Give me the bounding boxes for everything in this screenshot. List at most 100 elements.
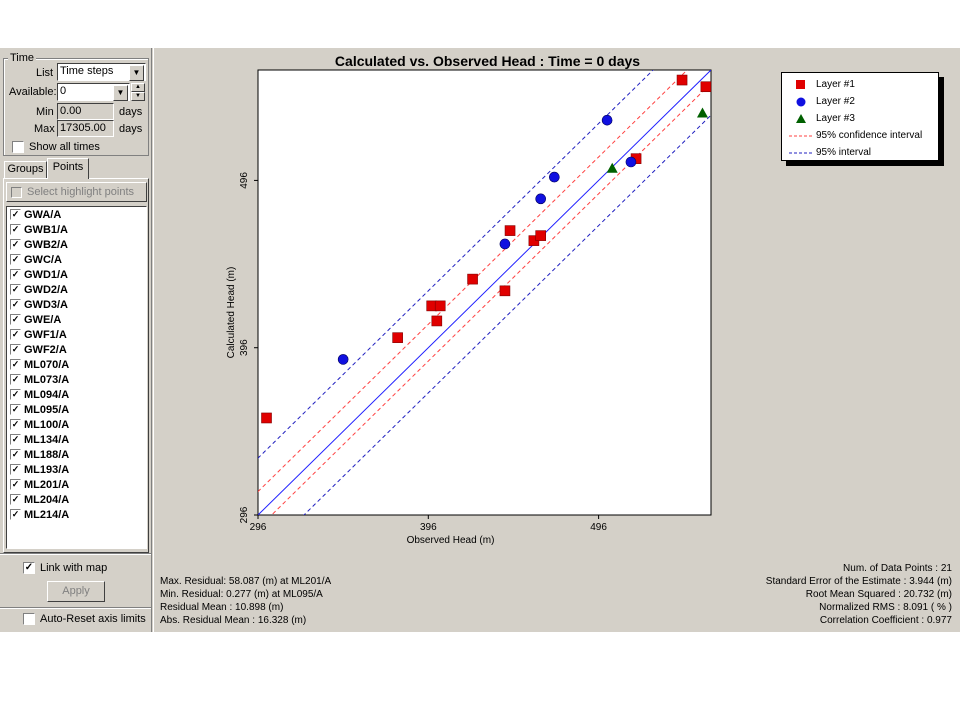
apply-button[interactable]: Apply	[47, 581, 105, 602]
data-point-layer1	[535, 230, 546, 241]
checkbox-box[interactable]	[23, 613, 35, 625]
link-with-map-checkbox[interactable]: ✓ Link with map	[23, 562, 107, 574]
list-item[interactable]: ✓ GWC/A	[7, 252, 146, 267]
list-dropdown[interactable]: Time steps ▼	[57, 63, 146, 81]
checkbox-box[interactable]: ✓	[10, 269, 21, 280]
prediction-interval-line	[258, 70, 654, 459]
checkbox-box[interactable]: ✓	[10, 464, 21, 475]
tab-groups-label: Groups	[7, 163, 44, 175]
auto-reset-checkbox[interactable]: Auto-Reset axis limits	[23, 613, 146, 625]
checkbox-box	[11, 186, 22, 198]
min-unit: days	[119, 106, 143, 118]
show-all-times-checkbox[interactable]: Show all times	[12, 141, 100, 153]
stats-right: Num. of Data Points : 21 Standard Error o…	[766, 562, 952, 627]
checkbox-box[interactable]: ✓	[10, 254, 21, 265]
checkbox-box[interactable]: ✓	[23, 562, 35, 574]
checkbox-box[interactable]: ✓	[10, 359, 21, 370]
legend-symbol	[786, 133, 816, 139]
checkbox-box[interactable]	[12, 141, 24, 153]
data-point-layer1	[499, 285, 511, 297]
checkbox-box[interactable]: ✓	[10, 404, 21, 415]
list-item[interactable]: ✓ ML134/A	[7, 432, 146, 447]
point-label: ML073/A	[24, 373, 70, 386]
list-item[interactable]: ✓ ML095/A	[7, 402, 146, 417]
data-point-layer2	[549, 171, 560, 183]
list-item[interactable]: ✓ ML094/A	[7, 387, 146, 402]
checkbox-box[interactable]: ✓	[10, 209, 21, 220]
point-label: GWB1/A	[24, 223, 68, 236]
checkbox-box[interactable]: ✓	[10, 374, 21, 385]
tab-points[interactable]: Points	[47, 158, 89, 179]
data-point-layer3	[606, 162, 618, 173]
select-highlight-label: Select highlight points	[27, 186, 135, 198]
available-dropdown[interactable]: 0 ▼	[57, 83, 130, 101]
points-list[interactable]: ✓ GWA/A ✓ GWB1/A ✓ GWB2/A ✓ GWC/A ✓ GWD1/A ✓ GWD2/A…	[6, 206, 147, 549]
select-highlight-button[interactable]: Select highlight points	[6, 182, 147, 202]
checkbox-box[interactable]: ✓	[10, 479, 21, 490]
point-label: ML100/A	[24, 418, 70, 431]
legend-item: 95% confidence interval	[786, 127, 938, 144]
legend-item: Layer #2	[786, 93, 938, 110]
list-item[interactable]: ✓ GWE/A	[7, 312, 146, 327]
tab-groups[interactable]: Groups	[4, 161, 47, 178]
y-tick-label: 296	[239, 506, 250, 523]
stat-line: Max. Residual: 58.087 (m) at ML201/A	[160, 576, 332, 587]
list-item[interactable]: ✓ ML204/A	[7, 492, 146, 507]
checkbox-box[interactable]: ✓	[10, 299, 21, 310]
reference-lines	[258, 70, 711, 515]
checkbox-box[interactable]: ✓	[10, 389, 21, 400]
stat-line: Correlation Coefficient : 0.977	[819, 615, 952, 626]
checkbox-box[interactable]: ✓	[10, 419, 21, 430]
max-unit: days	[119, 123, 143, 135]
list-item[interactable]: ✓ GWD2/A	[7, 282, 146, 297]
checkbox-box[interactable]: ✓	[10, 239, 21, 250]
list-item[interactable]: ✓ ML073/A	[7, 372, 146, 387]
list-item[interactable]: ✓ GWD1/A	[7, 267, 146, 282]
y-axis-label: Calculated Head (m)	[226, 267, 237, 359]
list-item[interactable]: ✓ GWF2/A	[7, 342, 146, 357]
app-window: Time List Time steps ▼ Available: 0 ▼ ▲ …	[0, 48, 960, 632]
stat-line: Num. of Data Points : 21	[843, 563, 952, 574]
list-item[interactable]: ✓ GWF1/A	[7, 327, 146, 342]
list-item[interactable]: ✓ GWD3/A	[7, 297, 146, 312]
scatter-chart: Calculated vs. Observed Head : Time = 0 …	[226, 53, 712, 546]
legend-symbol	[786, 79, 816, 91]
list-item[interactable]: ✓ ML193/A	[7, 462, 146, 477]
list-item[interactable]: ✓ ML100/A	[7, 417, 146, 432]
checkbox-box[interactable]: ✓	[10, 224, 21, 235]
checkbox-box[interactable]: ✓	[10, 509, 21, 520]
list-item[interactable]: ✓ GWB2/A	[7, 237, 146, 252]
checkbox-box[interactable]: ✓	[10, 434, 21, 445]
legend-label: 95% interval	[816, 147, 872, 158]
chevron-down-icon[interactable]: ▼	[129, 65, 144, 81]
checkbox-box[interactable]: ✓	[10, 449, 21, 460]
available-spin-up[interactable]: ▲	[131, 83, 145, 92]
confidence-interval-line	[258, 70, 688, 493]
checkbox-box[interactable]: ✓	[10, 314, 21, 325]
divider	[0, 553, 151, 555]
legend-label: 95% confidence interval	[816, 130, 923, 141]
checkbox-box[interactable]: ✓	[10, 284, 21, 295]
stat-line: Residual Mean : 10.898 (m)	[160, 602, 284, 613]
point-label: ML134/A	[24, 433, 70, 446]
checkbox-box[interactable]: ✓	[10, 494, 21, 505]
checkbox-box[interactable]: ✓	[10, 329, 21, 340]
data-point-layer2	[625, 156, 637, 168]
list-item[interactable]: ✓ ML214/A	[7, 507, 146, 522]
chart-legend: Layer #1 Layer #2 Layer #3 95% confidence i…	[781, 72, 939, 161]
list-item[interactable]: ✓ GWA/A	[7, 207, 146, 222]
auto-reset-label: Auto-Reset axis limits	[40, 613, 146, 625]
chevron-down-icon[interactable]: ▼	[113, 85, 128, 101]
time-group	[3, 58, 149, 156]
list-item[interactable]: ✓ GWB1/A	[7, 222, 146, 237]
point-label: GWD2/A	[24, 283, 68, 296]
list-item[interactable]: ✓ ML070/A	[7, 357, 146, 372]
left-panel: Time List Time steps ▼ Available: 0 ▼ ▲ …	[0, 48, 151, 632]
confidence-interval-line	[270, 82, 711, 515]
panel-splitter[interactable]	[151, 48, 154, 632]
list-item[interactable]: ✓ ML188/A	[7, 447, 146, 462]
checkbox-box[interactable]: ✓	[10, 344, 21, 355]
list-item[interactable]: ✓ ML201/A	[7, 477, 146, 492]
available-spin-down[interactable]: ▼	[131, 92, 145, 101]
legend-item: Layer #3	[786, 110, 938, 127]
